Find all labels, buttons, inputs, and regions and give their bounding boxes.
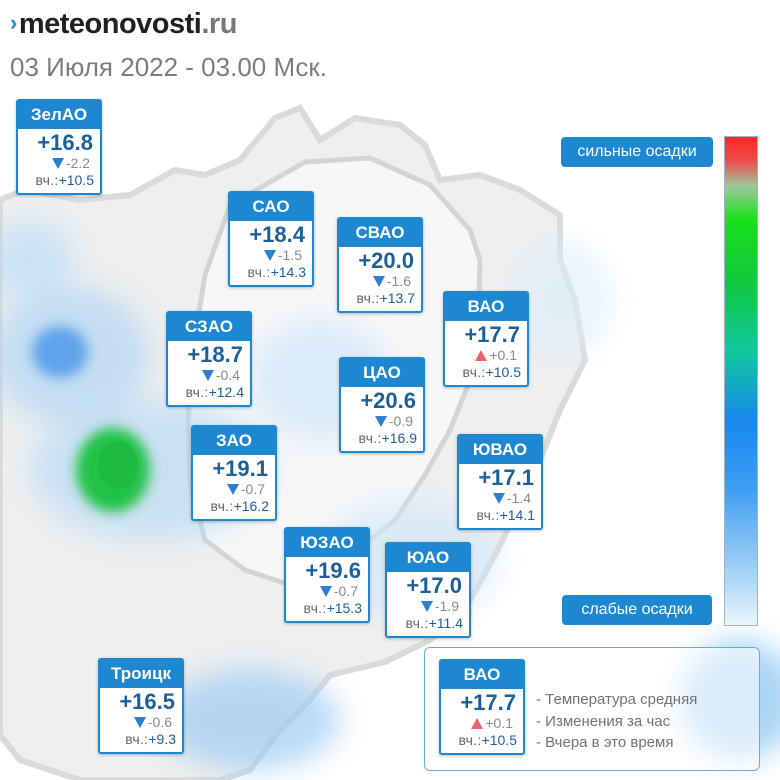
down-arrow-icon: [372, 276, 385, 287]
card-title: ЮАО: [387, 544, 469, 572]
card-temperature: +20.0: [358, 248, 414, 273]
card-hourly-change: -0.6: [100, 714, 182, 731]
card-temperature: +19.1: [212, 456, 268, 481]
weak-precipitation-label: слабые осадки: [562, 595, 712, 625]
card-temperature: +19.6: [305, 558, 361, 583]
district-card: Троицк +16.5 -0.6 вч.:+9.3: [98, 658, 184, 754]
down-arrow-icon: [374, 416, 387, 427]
card-yesterday: вч.:+11.4: [405, 615, 463, 631]
down-arrow-icon: [226, 484, 239, 495]
down-arrow-icon: [492, 493, 505, 504]
district-card: ЮЗАО +19.6 -0.7 вч.:+15.3: [284, 527, 370, 623]
card-yesterday: вч.:+12.4: [185, 384, 244, 400]
card-hourly-change: -1.5: [230, 247, 312, 264]
district-card: ЮВАО +17.1 -1.4 вч.:+14.1: [457, 434, 543, 530]
card-hourly-change: +0.1: [445, 347, 527, 364]
card-hourly-change: -1.6: [339, 273, 421, 290]
district-card: САО +18.4 -1.5 вч.:+14.3: [228, 191, 314, 287]
up-arrow-icon: [475, 350, 488, 361]
legend-line-change: - Изменения за час: [536, 712, 671, 730]
card-title: ЦАО: [341, 359, 423, 387]
district-card: СВАО +20.0 -1.6 вч.:+13.7: [337, 217, 423, 313]
card-title: ЗелАО: [18, 101, 100, 129]
card-hourly-change: -1.9: [387, 598, 469, 615]
card-temperature: +18.4: [249, 222, 305, 247]
card-title: ВАО: [445, 293, 527, 321]
card-yesterday: вч.:+14.1: [476, 507, 535, 523]
card-temperature: +20.6: [360, 388, 416, 413]
card-title: ЮВАО: [459, 436, 541, 464]
card-title: СВАО: [339, 219, 421, 247]
district-card: СЗАО +18.7 -0.4 вч.:+12.4: [166, 311, 252, 407]
legend-sample-card: ВАО +17.7 +0.1 вч.:+10.5: [439, 659, 525, 755]
card-hourly-change: -0.7: [286, 583, 368, 600]
down-arrow-icon: [201, 370, 214, 381]
up-arrow-icon: [471, 718, 484, 729]
card-title: СЗАО: [168, 313, 250, 341]
legend-line-yesterday: - Вчера в это время: [536, 734, 674, 751]
down-arrow-icon: [133, 717, 146, 728]
district-card: ЗелАО +16.8 -2.2 вч.:+10.5: [16, 99, 102, 195]
precipitation-scale-bar: [724, 136, 758, 626]
district-card: ЮАО +17.0 -1.9 вч.:+11.4: [385, 542, 471, 638]
card-yesterday: вч.:+14.3: [247, 264, 306, 280]
card-hourly-change: -0.4: [168, 367, 250, 384]
down-arrow-icon: [51, 158, 64, 169]
card-temperature: +17.0: [406, 573, 462, 598]
logo-brand: meteonovosti: [18, 8, 202, 40]
card-hourly-change: +0.1: [441, 715, 523, 732]
card-hourly-change: -1.4: [459, 490, 541, 507]
strong-precipitation-label: сильные осадки: [561, 137, 713, 167]
card-title: ЗАО: [193, 427, 275, 455]
card-title: ЮЗАО: [286, 529, 368, 557]
card-yesterday: вч.:+10.5: [458, 732, 517, 748]
card-temperature: +17.7: [464, 322, 520, 347]
card-temperature: +17.1: [478, 465, 534, 490]
down-arrow-icon: [263, 250, 276, 261]
legend-key-text: - Температура средняя - Изменения за час…: [536, 689, 697, 754]
card-yesterday: вч.:+10.5: [462, 364, 521, 380]
card-title: САО: [230, 193, 312, 221]
card-title: ВАО: [441, 661, 523, 689]
site-logo[interactable]: ›meteonovosti.ru: [10, 8, 237, 40]
logo-tld: .ru: [201, 8, 237, 40]
card-yesterday: вч.:+16.2: [210, 498, 269, 514]
card-yesterday: вч.:+9.3: [125, 731, 176, 747]
card-hourly-change: -0.7: [193, 481, 275, 498]
legend-line-temperature: - Температура средняя: [536, 691, 698, 708]
card-hourly-change: -2.2: [18, 155, 100, 172]
card-temperature: +16.5: [119, 689, 175, 714]
district-card: ЦАО +20.6 -0.9 вч.:+16.9: [339, 357, 425, 453]
date-time: 03 Июля 2022 - 03.00 Мск.: [10, 52, 328, 82]
down-arrow-icon: [319, 586, 332, 597]
card-yesterday: вч.:+10.5: [35, 172, 94, 188]
card-temperature: +18.7: [187, 342, 243, 367]
card-yesterday: вч.:+13.7: [356, 290, 415, 306]
card-temperature: +17.7: [460, 690, 516, 715]
card-title: Троицк: [100, 660, 182, 688]
district-card: ВАО +17.7 +0.1 вч.:+10.5: [443, 291, 529, 387]
card-yesterday: вч.:+16.9: [358, 430, 417, 446]
down-arrow-icon: [420, 601, 433, 612]
card-hourly-change: -0.9: [341, 413, 423, 430]
card-temperature: +16.8: [37, 130, 93, 155]
district-card: ЗАО +19.1 -0.7 вч.:+16.2: [191, 425, 277, 521]
card-yesterday: вч.:+15.3: [303, 600, 362, 616]
